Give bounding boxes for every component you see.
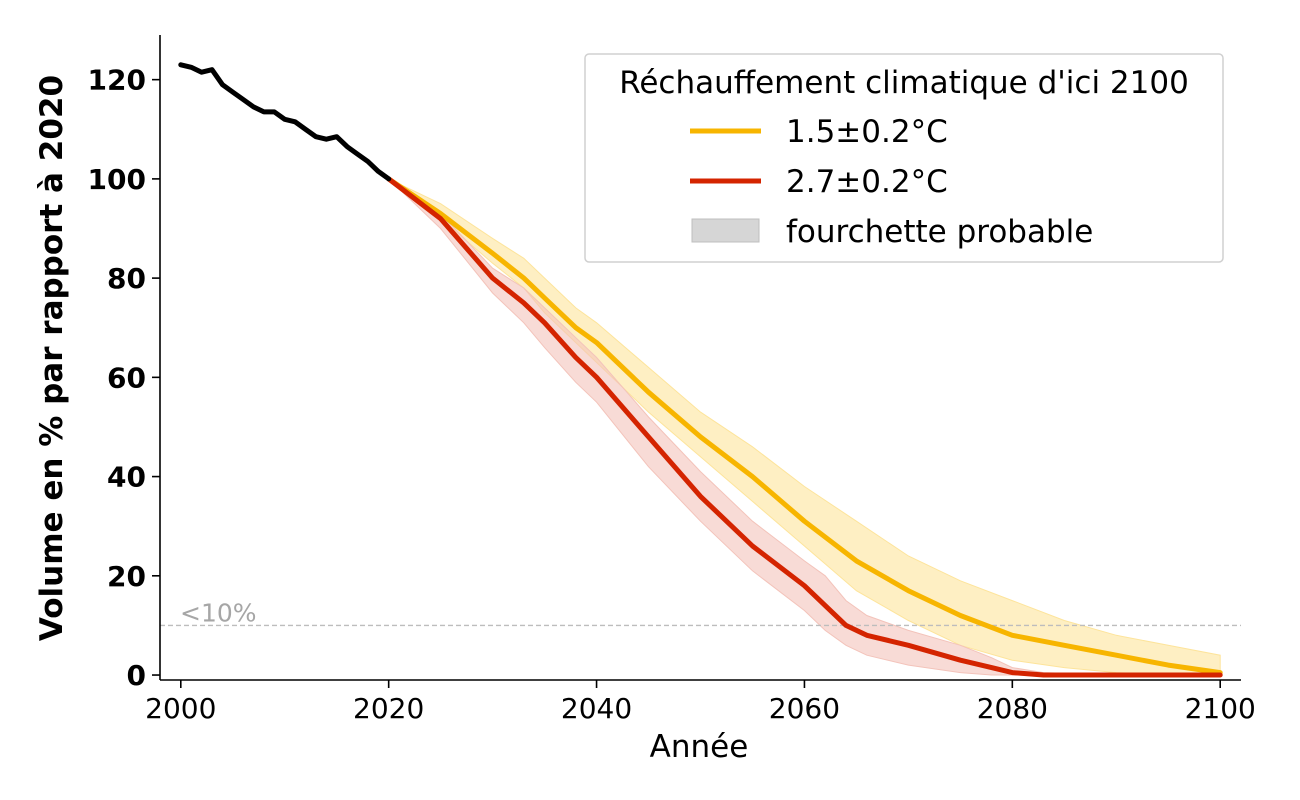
uncertainty-bands [388, 178, 1221, 676]
x-tick-label: 2080 [977, 692, 1048, 725]
series-line-1-5c [386, 176, 1223, 676]
y-tick-label: 40 [107, 461, 146, 494]
x-tick-label: 2020 [353, 692, 424, 725]
y-tick-label: 80 [107, 262, 146, 295]
legend-swatch-range [691, 218, 760, 243]
series-line-historical [178, 62, 392, 182]
y-tick-label: 0 [127, 659, 146, 692]
x-tick-label: 2000 [145, 692, 216, 725]
x-tick-label: 2060 [769, 692, 840, 725]
threshold-layer: <10% [160, 598, 1241, 627]
x-tick-label: 2040 [561, 692, 632, 725]
y-axis-label: Volume en % par rapport à 2020 [34, 75, 70, 641]
y-tick-label: 120 [88, 64, 146, 97]
series-lines [178, 62, 1223, 678]
series-line-2-7c [386, 176, 1223, 678]
band-2-7c [388, 178, 1221, 676]
legend-frame [584, 53, 1224, 263]
y-tick-label: 100 [88, 163, 146, 196]
legend: Réchauffement climatique d'ici 2100 1.5±… [584, 53, 1224, 263]
legend-label-1-5c: 1.5±0.2°C [786, 114, 948, 150]
threshold-label: <10% [180, 598, 257, 627]
legend-label-2-7c: 2.7±0.2°C [786, 164, 948, 200]
y-tick-label: 60 [107, 361, 146, 394]
x-axis-label: Année [650, 729, 749, 765]
x-tick-label: 2100 [1185, 692, 1256, 725]
legend-label-range: fourchette probable [786, 214, 1093, 250]
legend-title: Réchauffement climatique d'ici 2100 [619, 65, 1189, 101]
y-tick-label: 20 [107, 560, 146, 593]
